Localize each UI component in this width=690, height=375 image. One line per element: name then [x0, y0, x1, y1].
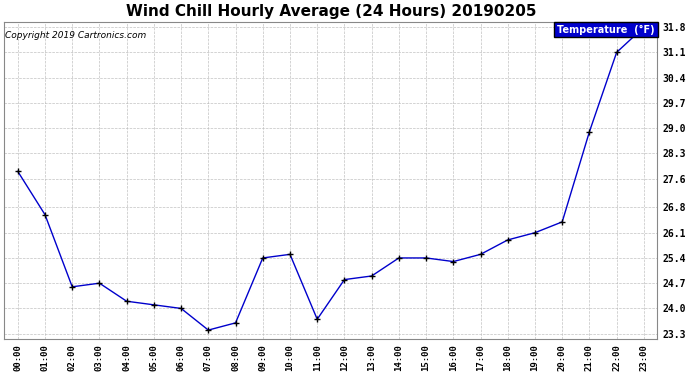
Title: Wind Chill Hourly Average (24 Hours) 20190205: Wind Chill Hourly Average (24 Hours) 201…	[126, 4, 536, 19]
Text: Copyright 2019 Cartronics.com: Copyright 2019 Cartronics.com	[6, 31, 147, 40]
Text: Temperature  (°F): Temperature (°F)	[557, 24, 655, 34]
